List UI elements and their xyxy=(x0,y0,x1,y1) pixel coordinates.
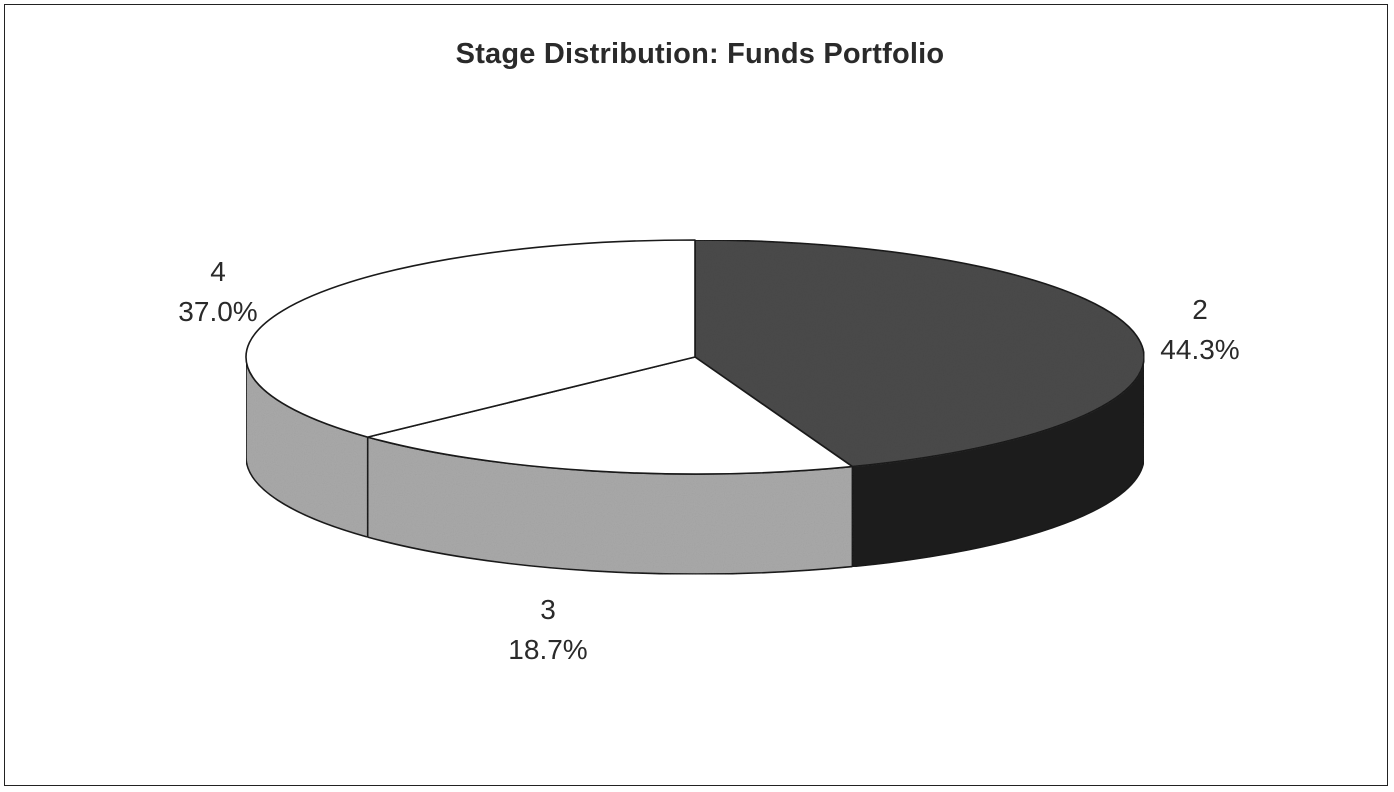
slice-category: 4 xyxy=(210,256,226,287)
slice-label-3: 3 18.7% xyxy=(488,590,608,670)
slice-category: 2 xyxy=(1192,294,1208,325)
pie-slice-3 xyxy=(366,356,854,475)
chart-title: Stage Distribution: Funds Portfolio xyxy=(455,38,945,70)
slice-label-2: 2 44.3% xyxy=(1140,290,1260,370)
pie-slice-2 xyxy=(694,239,1145,468)
slice-percent: 44.3% xyxy=(1160,334,1240,365)
slice-percent: 18.7% xyxy=(508,634,588,665)
pie-slice-4 xyxy=(245,239,696,438)
slice-category: 3 xyxy=(540,594,556,625)
slice-label-4: 4 37.0% xyxy=(158,252,278,332)
slice-percent: 37.0% xyxy=(178,296,258,327)
